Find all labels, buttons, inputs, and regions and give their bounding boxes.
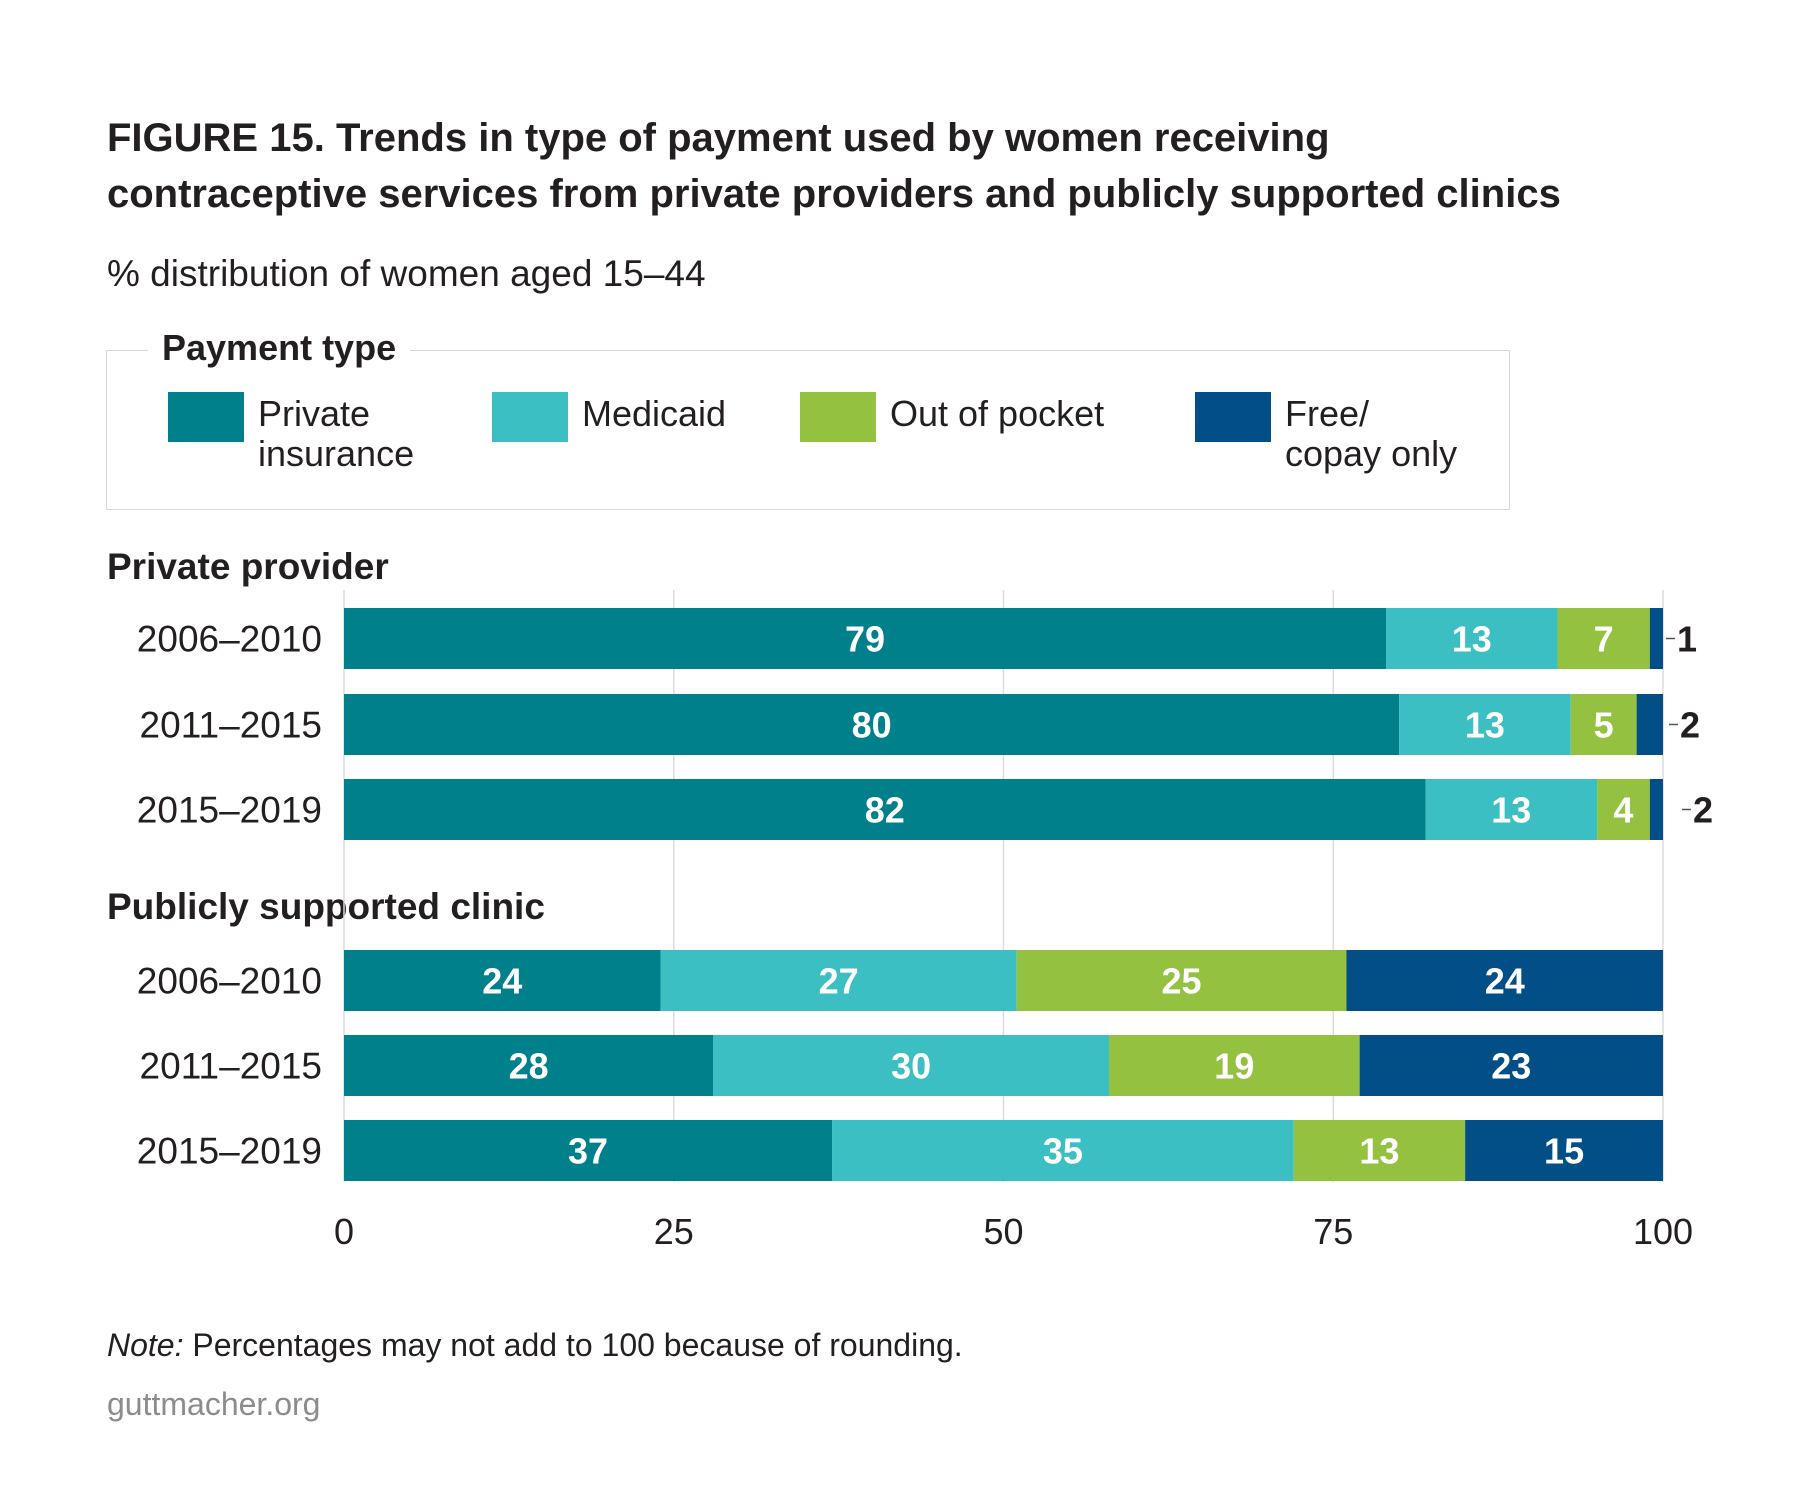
bar-segment: [1109, 1035, 1360, 1096]
bar-segment: [344, 950, 661, 1011]
legend-label-line: Medicaid: [582, 393, 727, 434]
row-label: 2011–2015: [140, 1046, 322, 1087]
stacked-bar-chart: 2006–2010 79 13 7 1 2011–2015 80 13 5 2 2015–2019 8…: [137, 590, 1713, 1252]
bar-segment: [344, 1035, 714, 1096]
bar-segment: [1557, 608, 1650, 669]
legend-box: [106, 350, 1510, 510]
section-title-private-provider: Private provider: [107, 546, 389, 587]
data-label: 79: [845, 619, 885, 660]
data-label: 24: [1485, 961, 1525, 1002]
legend-label-private-insurance: Private insurance: [258, 394, 414, 474]
data-label: 2: [1693, 790, 1713, 831]
data-label: 13: [1452, 619, 1492, 660]
figure-title: FIGURE 15. Trends in type of payment use…: [107, 110, 1747, 222]
bar-segment: [1570, 694, 1637, 755]
legend-label-free-copay: Free/ copay only: [1285, 394, 1457, 474]
bar-segment: [1399, 694, 1571, 755]
legend-item-private-insurance: Private insurance: [168, 392, 414, 474]
legend-label-line: copay only: [1285, 433, 1458, 474]
bar-segment: [1425, 779, 1598, 840]
bar-segment: [1465, 1120, 1663, 1181]
x-tick-label: 75: [1313, 1211, 1353, 1252]
legend-label-out-of-pocket: Out of pocket: [890, 394, 1104, 434]
bar-segment: [1016, 950, 1347, 1011]
data-label: 30: [891, 1046, 931, 1087]
legend-swatch-out-of-pocket: [800, 392, 876, 442]
bar-segment: [1649, 608, 1663, 669]
x-tick-label: 0: [334, 1211, 354, 1252]
data-label: 23: [1491, 1046, 1531, 1087]
data-label: 4: [1613, 790, 1633, 831]
note-text: Percentages may not add to 100 because o…: [183, 1327, 963, 1363]
legend-title: Payment type: [148, 326, 411, 370]
data-label: 5: [1594, 705, 1614, 746]
source-label: guttmacher.org: [107, 1386, 321, 1422]
bar-segment: [1597, 779, 1650, 840]
legend-swatch-private-insurance: [168, 392, 244, 442]
data-label: 19: [1214, 1046, 1254, 1087]
bar-segment: [344, 608, 1387, 669]
data-label: 25: [1162, 961, 1202, 1002]
data-label: 13: [1491, 790, 1531, 831]
row-label: 2015–2019: [137, 1131, 322, 1172]
data-label: 15: [1544, 1131, 1584, 1172]
data-label: 37: [568, 1131, 608, 1172]
data-label: 2: [1680, 705, 1700, 746]
row-label: 2011–2015: [140, 705, 322, 746]
chart-note: Note: Percentages may not add to 100 bec…: [107, 1325, 963, 1365]
bar-segment: [1359, 1035, 1663, 1096]
bar-segment: [1346, 950, 1663, 1011]
legend-item-free-copay: Free/ copay only: [1195, 392, 1457, 474]
bar-segment: [660, 950, 1017, 1011]
bar-segment: [344, 779, 1426, 840]
figure-title-line-2: contraceptive services from private prov…: [107, 172, 1561, 216]
data-label: 27: [819, 961, 859, 1002]
data-label: 35: [1043, 1131, 1083, 1172]
data-label: 24: [482, 961, 522, 1002]
note-prefix: Note:: [107, 1327, 184, 1363]
data-label: 1: [1677, 619, 1697, 660]
bar-segment: [832, 1120, 1294, 1181]
x-tick-label: 50: [983, 1211, 1023, 1252]
x-tick-label: 100: [1633, 1211, 1693, 1252]
legend-label-line: Out of pocket: [890, 393, 1105, 434]
bar-segment: [1636, 694, 1663, 755]
data-label: 82: [865, 790, 905, 831]
data-label: 28: [509, 1046, 549, 1087]
bar-segment: [344, 1120, 833, 1181]
row-label: 2006–2010: [137, 961, 322, 1002]
legend-swatch-medicaid: [492, 392, 568, 442]
section-title-publicly-supported-clinic: Publicly supported clinic: [107, 886, 545, 927]
bar-segment: [1649, 779, 1663, 840]
legend-label-medicaid: Medicaid: [582, 394, 726, 434]
bar-segment: [344, 694, 1400, 755]
legend-swatch-free-copay: [1195, 392, 1271, 442]
legend-label-line: insurance: [258, 433, 415, 474]
data-label: 13: [1465, 705, 1505, 746]
bar-segment: [713, 1035, 1110, 1096]
legend-item-out-of-pocket: Out of pocket: [800, 392, 1104, 442]
legend-item-medicaid: Medicaid: [492, 392, 726, 442]
data-label: 13: [1359, 1131, 1399, 1172]
data-label: 80: [852, 705, 892, 746]
bar-segment: [1293, 1120, 1466, 1181]
legend-label-line: Free/: [1285, 393, 1370, 434]
row-label: 2015–2019: [137, 790, 322, 831]
data-label: 7: [1594, 619, 1614, 660]
row-label: 2006–2010: [137, 619, 322, 660]
x-tick-label: 25: [654, 1211, 694, 1252]
figure-subtitle: % distribution of women aged 15–44: [107, 253, 706, 294]
legend-label-line: Private: [258, 393, 371, 434]
bar-segment: [1386, 608, 1558, 669]
figure-title-line-1: FIGURE 15. Trends in type of payment use…: [107, 116, 1330, 160]
